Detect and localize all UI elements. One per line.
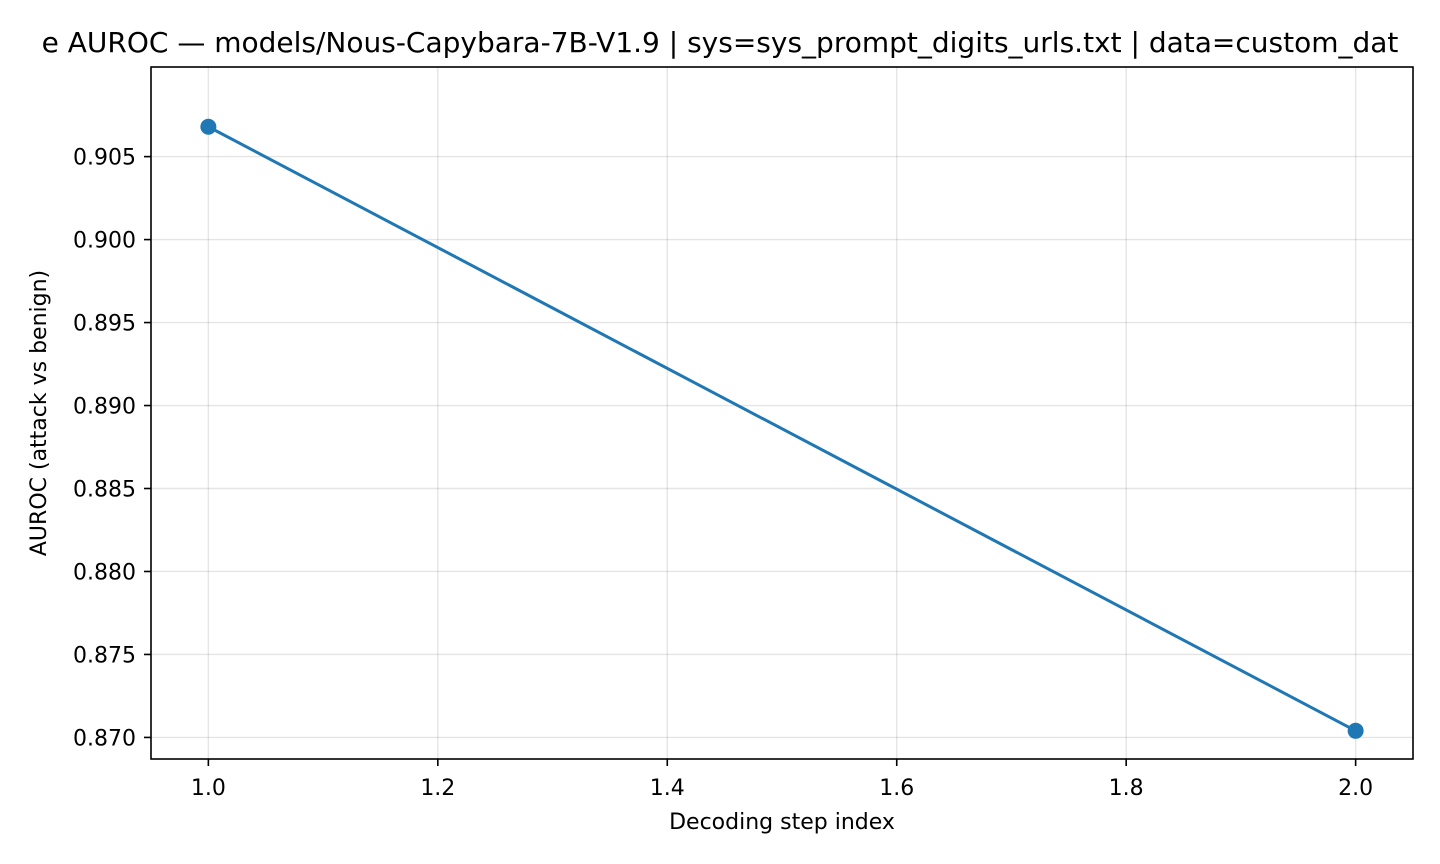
series-line xyxy=(207,125,1357,733)
x-tick-label: 1.4 xyxy=(650,776,685,801)
y-tick-label: 0.880 xyxy=(73,560,136,585)
y-axis-ticks: 0.870 0.875 0.880 0.885 0.890 0.895 0.900 0.905 xyxy=(73,146,151,751)
x-tick-label: 2.0 xyxy=(1338,776,1373,801)
data-point xyxy=(200,118,217,135)
y-tick-label: 0.870 xyxy=(73,726,136,751)
x-tick-label: 1.6 xyxy=(879,776,914,801)
y-tick-label: 0.885 xyxy=(73,478,136,503)
y-tick-label: 0.900 xyxy=(73,229,136,254)
x-axis-ticks: 1.0 1.2 1.4 1.6 1.8 2.0 xyxy=(191,759,1373,801)
data-point xyxy=(1347,722,1364,739)
x-axis-label: Decoding step index xyxy=(669,810,895,835)
y-axis-label: AUROC (attack vs benign) xyxy=(27,270,52,556)
plot-frame xyxy=(150,66,1414,760)
grid-lines xyxy=(151,67,1413,759)
x-tick-label: 1.0 xyxy=(191,776,226,801)
y-tick-label: 0.875 xyxy=(73,643,136,668)
y-tick-label: 0.905 xyxy=(73,146,136,171)
y-tick-label: 0.890 xyxy=(73,395,136,420)
series-layer xyxy=(200,118,1364,739)
x-tick-label: 1.2 xyxy=(420,776,455,801)
x-tick-label: 1.8 xyxy=(1109,776,1144,801)
y-tick-label: 0.895 xyxy=(73,312,136,337)
chart-title: e AUROC — models/Nous-Capybara-7B-V1.9 |… xyxy=(42,26,1399,59)
